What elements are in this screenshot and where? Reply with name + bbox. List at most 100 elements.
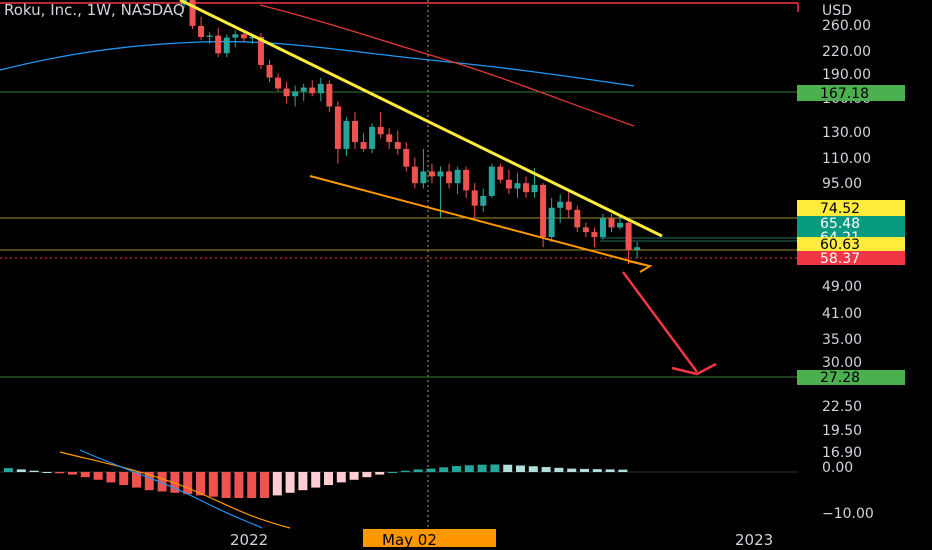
candle-body[interactable] bbox=[505, 179, 512, 189]
candle-body[interactable] bbox=[565, 201, 572, 210]
candle-body[interactable] bbox=[343, 120, 350, 149]
candle-body[interactable] bbox=[257, 36, 264, 65]
candle-body[interactable] bbox=[215, 35, 222, 54]
candle-body[interactable] bbox=[557, 201, 564, 208]
candle-body[interactable] bbox=[394, 142, 401, 149]
candle-body[interactable] bbox=[574, 209, 581, 228]
candle-body[interactable] bbox=[283, 88, 290, 97]
candle-body[interactable] bbox=[377, 126, 384, 135]
macd-bar bbox=[106, 472, 116, 483]
candle-body[interactable] bbox=[625, 222, 632, 250]
macd-bar bbox=[580, 468, 589, 472]
macd-bar bbox=[170, 472, 180, 493]
candle-body[interactable] bbox=[240, 34, 247, 39]
candle-body[interactable] bbox=[309, 87, 316, 94]
candle-body[interactable] bbox=[317, 83, 324, 94]
macd-bar bbox=[554, 467, 564, 472]
badge-7452: 74.52 bbox=[820, 201, 860, 217]
candle-body[interactable] bbox=[206, 35, 213, 37]
macd-bar bbox=[388, 472, 397, 473]
tick-110: 110.00 bbox=[822, 151, 871, 167]
macd-bar bbox=[336, 472, 346, 483]
tick-49: 49.00 bbox=[822, 279, 862, 295]
macd-bar bbox=[298, 472, 308, 491]
support-trendline[interactable] bbox=[309, 175, 646, 266]
candle-body[interactable] bbox=[428, 171, 435, 177]
candle-body[interactable] bbox=[582, 227, 589, 233]
badge-2728: 27.28 bbox=[820, 370, 860, 386]
candle-body[interactable] bbox=[249, 36, 256, 39]
candle-body[interactable] bbox=[352, 120, 358, 143]
tick-41: 41.00 bbox=[822, 306, 862, 322]
macd-bar bbox=[516, 465, 525, 472]
candle-body[interactable] bbox=[386, 134, 393, 143]
macd-bar bbox=[567, 468, 577, 472]
macd-bar bbox=[464, 465, 474, 472]
candle-body[interactable] bbox=[591, 232, 598, 237]
candle-body[interactable] bbox=[540, 184, 547, 237]
candle-body[interactable] bbox=[523, 183, 529, 193]
candle-body[interactable] bbox=[514, 183, 521, 189]
badge-2728-bg bbox=[797, 370, 905, 385]
candle-body[interactable] bbox=[617, 222, 624, 228]
candle-body[interactable] bbox=[326, 83, 333, 107]
candle-body[interactable] bbox=[334, 106, 341, 149]
candle-body[interactable] bbox=[411, 166, 418, 184]
tick-190: 190.00 bbox=[822, 67, 871, 83]
macd-bar bbox=[119, 472, 129, 485]
badge-167: 167.18 bbox=[820, 86, 869, 102]
macd-bar bbox=[80, 472, 90, 478]
chart-title: Roku, Inc., 1W, NASDAQ bbox=[4, 1, 185, 19]
candle-body[interactable] bbox=[420, 171, 427, 184]
macd-bar bbox=[196, 472, 205, 496]
candle-body[interactable] bbox=[292, 91, 299, 97]
candle-body[interactable] bbox=[275, 77, 282, 89]
candle-body[interactable] bbox=[634, 247, 641, 250]
candle-body[interactable] bbox=[497, 166, 504, 180]
candle-body[interactable] bbox=[463, 169, 470, 191]
macd-bar bbox=[29, 470, 39, 472]
candle-body[interactable] bbox=[446, 171, 453, 184]
candle-body[interactable] bbox=[437, 171, 444, 177]
macd-bar bbox=[426, 468, 436, 472]
macd-bar bbox=[42, 472, 52, 473]
target-arrow[interactable] bbox=[621, 271, 699, 373]
candle-body[interactable] bbox=[300, 87, 307, 92]
x-label-2023: 2023 bbox=[735, 531, 773, 549]
candle-body[interactable] bbox=[369, 126, 376, 149]
candle-body[interactable] bbox=[189, 0, 196, 26]
tick-130: 130.00 bbox=[822, 125, 871, 141]
candle-body[interactable] bbox=[548, 207, 555, 237]
candle-body[interactable] bbox=[232, 34, 239, 38]
candle-body[interactable] bbox=[599, 218, 606, 237]
candle-body[interactable] bbox=[223, 37, 230, 54]
macd-bar bbox=[413, 469, 423, 472]
candle-body[interactable] bbox=[471, 190, 478, 206]
macd-bar bbox=[477, 464, 487, 472]
macd-bar bbox=[541, 467, 551, 472]
macd-bar bbox=[183, 472, 193, 495]
badge-6548-bg bbox=[797, 216, 905, 230]
candle-body[interactable] bbox=[198, 25, 205, 37]
candle-body[interactable] bbox=[488, 166, 495, 196]
macd-bar bbox=[592, 469, 602, 472]
tick-16-9: 16.90 bbox=[822, 445, 862, 461]
candle-body[interactable] bbox=[608, 218, 615, 228]
target-arrow-head bbox=[671, 362, 717, 376]
candle-body[interactable] bbox=[403, 148, 410, 167]
macd-bar bbox=[221, 472, 231, 498]
badge-6063-bg bbox=[797, 237, 905, 251]
macd-bar bbox=[618, 469, 628, 472]
candle-body[interactable] bbox=[454, 169, 461, 184]
macd-bar bbox=[439, 467, 449, 472]
candle-body[interactable] bbox=[266, 64, 273, 78]
candle-body[interactable] bbox=[360, 142, 367, 149]
resistance-trendline[interactable] bbox=[179, 0, 663, 238]
candle-body[interactable] bbox=[480, 195, 487, 206]
candle-body[interactable] bbox=[531, 184, 538, 193]
macd-bar bbox=[400, 470, 410, 472]
badge-7452-bg bbox=[797, 200, 905, 216]
tick-35: 35.00 bbox=[822, 332, 862, 348]
macd-bar bbox=[324, 472, 333, 485]
